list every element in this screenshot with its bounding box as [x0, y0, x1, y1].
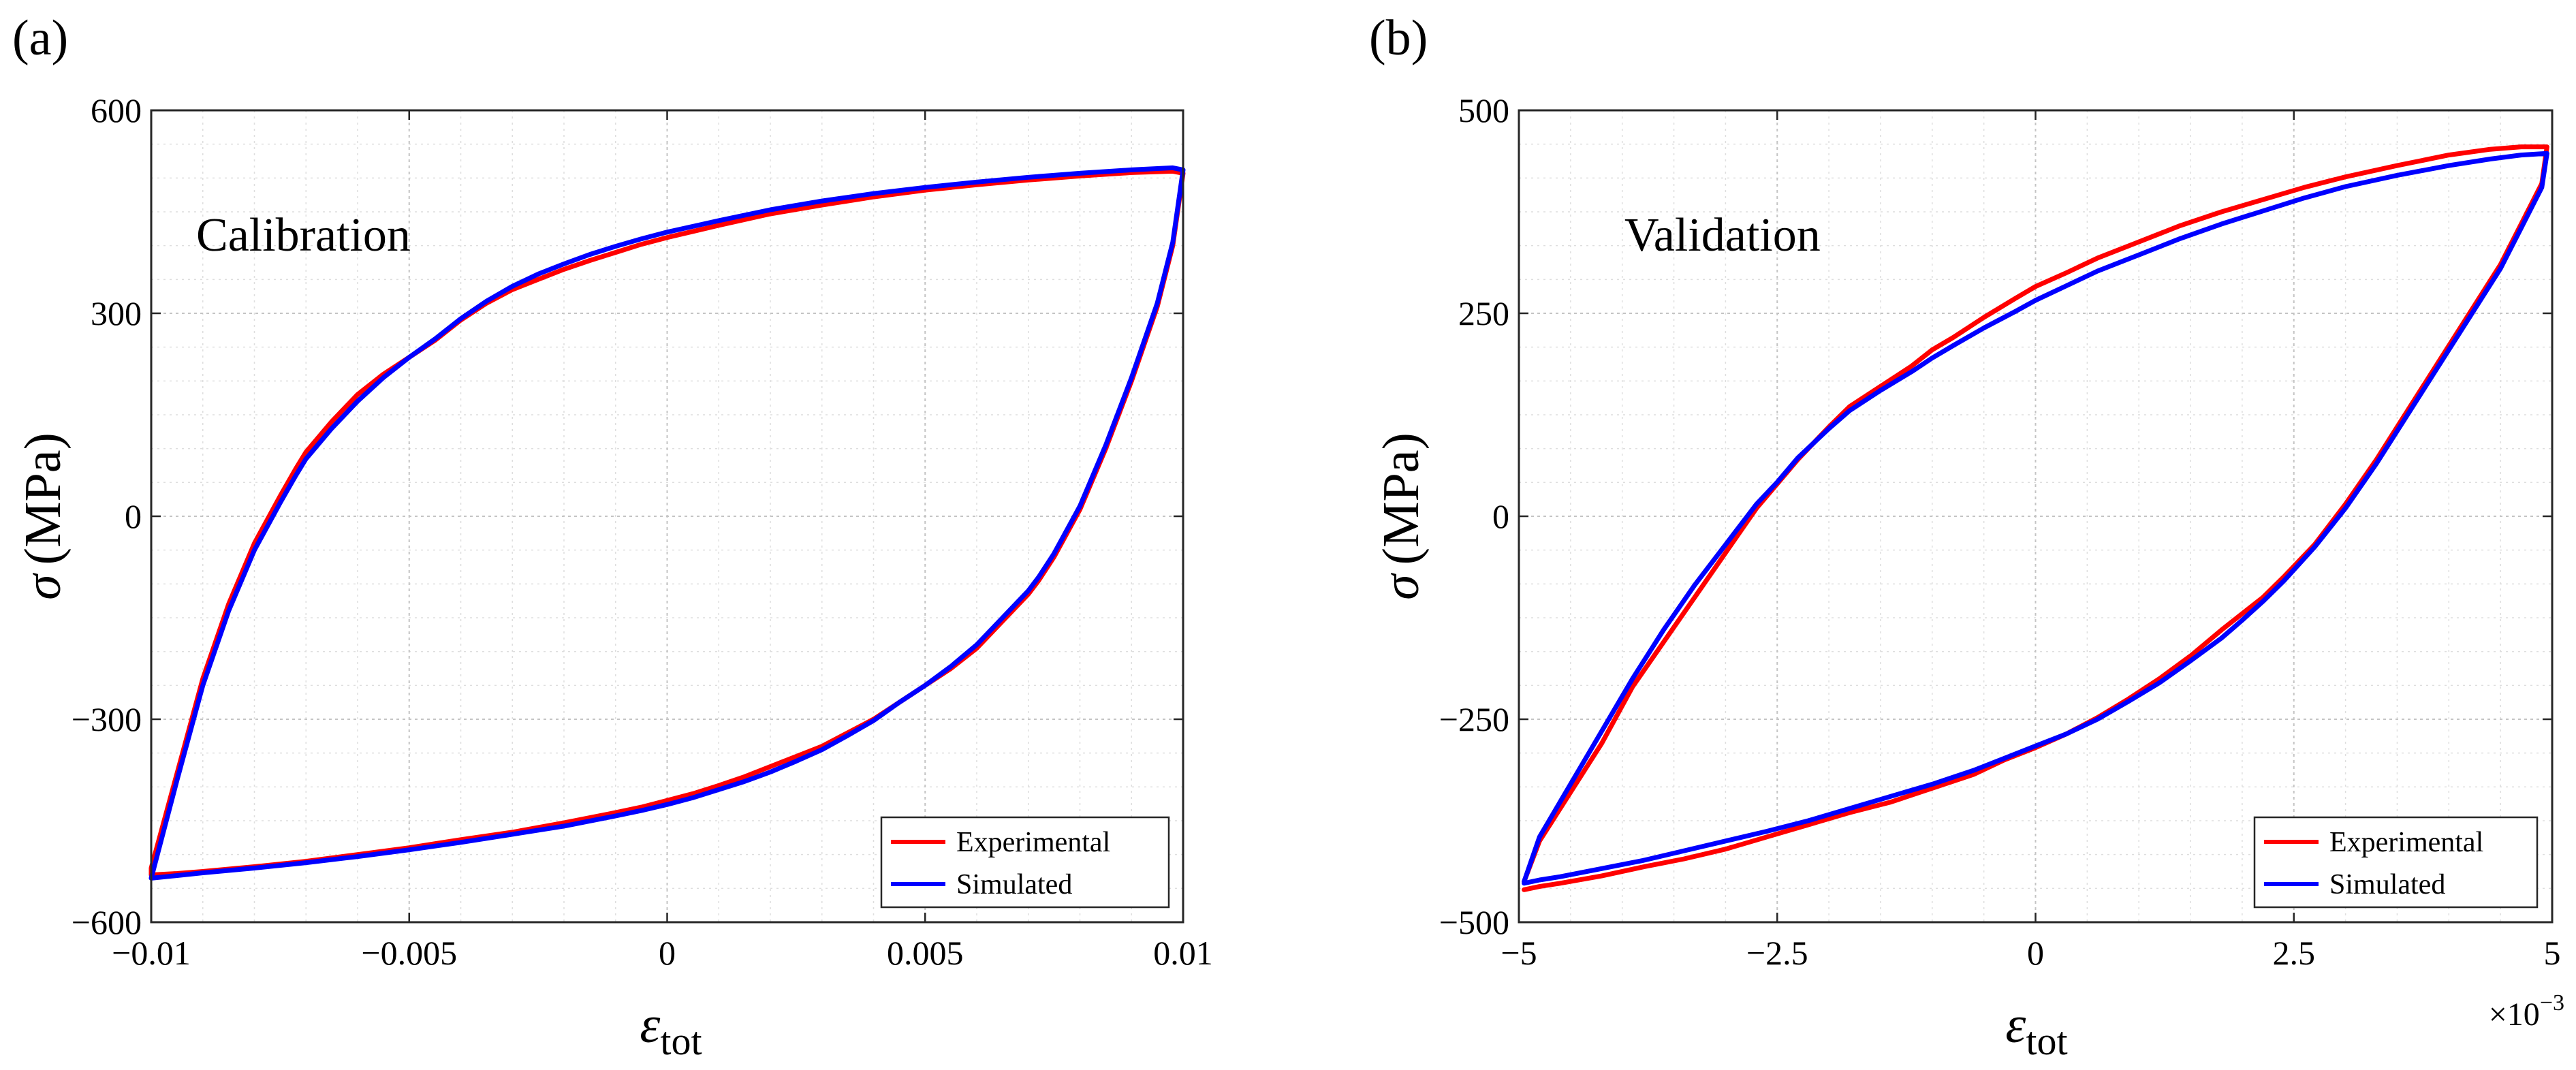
x-tick-labels-b: −5 −2.5 0 2.5 5 — [1501, 110, 2561, 972]
y-tick-label: −300 — [72, 700, 142, 738]
y-tick-label: 500 — [1458, 91, 1509, 129]
y-tick-label: −600 — [72, 903, 142, 941]
x-tick-label: 5 — [2544, 934, 2561, 972]
x-axis-exponent-power-b: −3 — [2540, 990, 2564, 1016]
series-line-simulated — [1522, 151, 2549, 886]
x-axis-symbol-a: ε — [640, 996, 660, 1054]
y-tick-label: −250 — [1439, 700, 1509, 738]
panel-label-a: (a) — [12, 10, 68, 66]
x-axis-label-a: εtot — [640, 996, 702, 1063]
y-tick-labels-a: −600 −300 0 300 600 — [72, 91, 1183, 941]
x-axis-exponent-base-b: ×10 — [2489, 996, 2540, 1033]
y-axis-label-b: σ (MPa) — [1372, 432, 1430, 600]
legend-label-simulated-b: Simulated — [2329, 869, 2445, 900]
y-tick-label: 250 — [1458, 294, 1509, 332]
y-tick-label: 300 — [91, 294, 142, 332]
chart-calibration: (a) −0.01 −0.005 0 0.005 0.01 −600 −300 0 300 60… — [12, 10, 1213, 1063]
y-tick-label: 600 — [91, 91, 142, 129]
panel-label-b: (b) — [1369, 10, 1428, 66]
grid-b — [1518, 110, 2553, 923]
chart-validation: (b) −5 −2.5 0 2.5 5 −500 −250 0 250 500 Validati… — [1369, 10, 2564, 1063]
x-axis-subscript-b: tot — [2026, 1019, 2067, 1063]
x-tick-label: 0.005 — [887, 934, 964, 972]
x-tick-label: 0.01 — [1153, 934, 1213, 972]
legend-label-experimental-a: Experimental — [956, 827, 1110, 858]
legend-box-b — [2253, 816, 2539, 909]
x-axis-label-b: εtot — [2005, 996, 2067, 1063]
x-tick-label: −5 — [1501, 934, 1537, 972]
legend-label-experimental-b: Experimental — [2329, 827, 2483, 858]
y-axis-unit-a: (MPa) — [14, 432, 72, 565]
legend-b: Experimental Simulated — [2253, 816, 2539, 909]
y-tick-label: −500 — [1439, 903, 1509, 941]
y-tick-label: 0 — [1492, 497, 1509, 535]
y-axis-label-a: σ (MPa) — [14, 432, 72, 600]
x-tick-labels-a: −0.01 −0.005 0 0.005 0.01 — [112, 110, 1213, 972]
x-tick-label: 2.5 — [2273, 934, 2316, 972]
series-line-simulated — [148, 165, 1186, 881]
annotation-calibration: Calibration — [196, 209, 411, 262]
series-group-b — [1522, 144, 2549, 892]
legend-label-simulated-a: Simulated — [956, 869, 1072, 900]
y-axis-symbol-b: σ — [1372, 573, 1430, 600]
y-axis-unit-b: (MPa) — [1372, 432, 1430, 565]
annotation-validation: Validation — [1624, 209, 1821, 262]
x-tick-label: −0.01 — [112, 934, 191, 972]
x-axis-subscript-a: tot — [660, 1019, 702, 1063]
series-group-a — [148, 165, 1186, 881]
y-tick-label: 0 — [125, 497, 142, 535]
x-axis-exponent-b: ×10−3 — [2489, 990, 2564, 1033]
x-tick-label: 0 — [659, 934, 676, 972]
y-tick-labels-b: −500 −250 0 250 500 — [1439, 91, 2552, 941]
x-tick-label: −0.005 — [361, 934, 457, 972]
legend-box-a — [880, 816, 1170, 909]
legend-a: Experimental Simulated — [880, 816, 1170, 909]
x-axis-symbol-b: ε — [2005, 996, 2026, 1054]
y-axis-symbol-a: σ — [14, 573, 72, 600]
x-tick-label: 0 — [2027, 934, 2044, 972]
x-tick-label: −2.5 — [1746, 934, 1808, 972]
